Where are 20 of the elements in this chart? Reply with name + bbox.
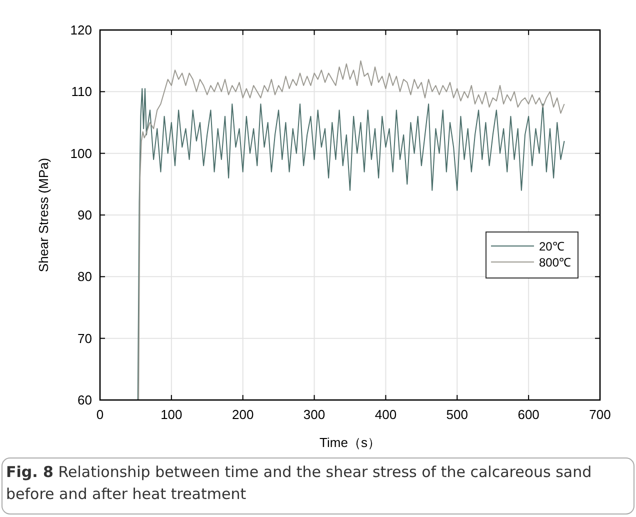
x-tick-label: 400 (374, 407, 397, 422)
y-tick-label: 100 (70, 146, 92, 161)
y-tick-label: 90 (78, 208, 92, 222)
x-tick-label: 200 (232, 407, 254, 422)
y-tick-label: 120 (70, 22, 92, 38)
y-tick-label: 80 (78, 269, 92, 284)
x-tick-label: 500 (446, 407, 468, 422)
x-axis-title: Time（s） (320, 435, 380, 450)
x-tick-label: 0 (96, 407, 104, 422)
caption: Fig. 8 Relationship between time and the shear stress of the calcareous sand before and after heat treatment (6, 462, 593, 505)
x-tick-label: 700 (589, 407, 611, 422)
y-tick-label: 70 (78, 330, 92, 346)
y-tick-label: 110 (71, 84, 92, 100)
x-tick-label: 300 (303, 407, 326, 422)
legend-label: 800℃ (539, 256, 572, 270)
y-axis-title: Shear Stress (MPa) (36, 158, 51, 272)
y-tick-label: 60 (78, 392, 92, 408)
legend-label: 20℃ (539, 240, 564, 254)
x-tick-label: 100 (160, 407, 182, 422)
x-tick-label: 600 (518, 407, 540, 422)
